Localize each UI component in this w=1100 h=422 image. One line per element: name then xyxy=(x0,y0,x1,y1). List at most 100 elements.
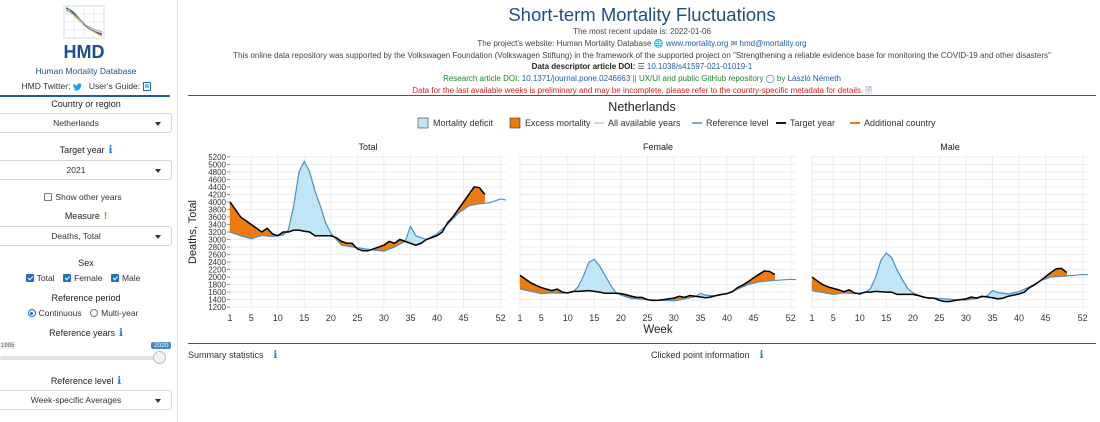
country-label: Country or region xyxy=(51,99,121,109)
research-line: Research article DOI: 10.1371/journal.po… xyxy=(180,74,1100,83)
globe-icon: 🌐 xyxy=(653,39,664,48)
x-tick-label: 40 xyxy=(722,313,732,323)
sex-options: Total Female Male xyxy=(0,273,172,283)
x-tick-label: 5 xyxy=(539,313,544,323)
info-icon[interactable]: i xyxy=(759,350,764,361)
x-tick-label: 45 xyxy=(459,313,469,323)
sidebar: HMD Human Mortality Database HMD Twitter… xyxy=(0,0,178,422)
sex-total-label: Total xyxy=(36,273,55,283)
summary-text: Summary statistics xyxy=(188,350,264,360)
y-tick-label: 1800 xyxy=(208,281,226,290)
info-icon[interactable]: i xyxy=(273,350,278,361)
sex-male-label: Male xyxy=(121,273,141,283)
page-title: Short-term Mortality Fluctuations xyxy=(508,4,776,25)
hmd-logo[interactable]: HMD xyxy=(58,4,110,62)
x-tick-label: 45 xyxy=(1041,313,1051,323)
legend-label-5: Additional country xyxy=(864,118,936,128)
warning-icon[interactable]: ! xyxy=(103,211,108,222)
x-tick-label: 30 xyxy=(669,313,679,323)
y-tick-label: 1400 xyxy=(208,296,226,305)
author-link[interactable]: László Németh xyxy=(787,74,841,83)
reference-level-select[interactable]: Week-specific Averages xyxy=(0,390,172,410)
continuous-radio[interactable] xyxy=(27,309,36,317)
info-icon[interactable]: i xyxy=(117,376,122,387)
x-tick-label: 40 xyxy=(1014,313,1024,323)
y-tick-label: 3200 xyxy=(208,228,226,237)
guide-label: User's Guide: xyxy=(88,81,141,91)
website-line: The project's website: Human Mortality D… xyxy=(180,39,1100,48)
info-icon[interactable]: i xyxy=(108,145,113,156)
multi-year-radio[interactable] xyxy=(90,309,99,317)
chevron-down-icon xyxy=(155,169,161,173)
logo-text: HMD xyxy=(64,42,105,62)
x-tick-label: 30 xyxy=(961,313,971,323)
country-select[interactable]: Netherlands xyxy=(0,113,172,133)
show-other-years-row: Show other years xyxy=(0,192,172,202)
show-other-years-label: Show other years xyxy=(55,192,122,202)
header-divider xyxy=(188,95,1096,96)
measure-label-row: Measure! xyxy=(0,211,172,222)
twitter-icon[interactable] xyxy=(72,83,82,91)
x-tick-label: 1 xyxy=(517,313,522,323)
sex-label: Sex xyxy=(78,258,94,268)
github-icon[interactable]: ◯ xyxy=(765,74,775,83)
x-tick-label: 35 xyxy=(405,313,415,323)
x-tick-label: 1 xyxy=(809,313,814,323)
sex-female-checkbox[interactable] xyxy=(63,274,72,282)
sex-total-checkbox[interactable] xyxy=(25,274,34,282)
info-icon[interactable]: i xyxy=(119,328,123,339)
x-tick-label: 40 xyxy=(432,313,442,323)
x-tick-label: 35 xyxy=(987,313,997,323)
slider-handle[interactable] xyxy=(153,351,166,364)
x-tick-label: 35 xyxy=(695,313,705,323)
chart-divider xyxy=(188,343,1096,344)
y-tick-label: 4400 xyxy=(208,183,226,192)
x-tick-label: 10 xyxy=(855,313,865,323)
y-tick-label: 1600 xyxy=(208,288,226,297)
email-link[interactable]: hmd@mortality.org xyxy=(739,39,807,48)
reference-years-slider[interactable] xyxy=(0,356,164,360)
target-year-line xyxy=(519,270,776,302)
mortality-chart[interactable]: Netherlands Mortality deficit Excess morta… xyxy=(184,97,1100,339)
y-axis-label: Deaths, Total xyxy=(187,200,199,264)
y-tick-label: 2800 xyxy=(208,243,226,252)
y-tick-label: 4000 xyxy=(208,198,226,207)
target-year-line xyxy=(811,267,1068,303)
target-year-label: Target year xyxy=(59,145,105,155)
x-tick-label: 25 xyxy=(934,313,944,323)
x-tick-label: 10 xyxy=(273,313,283,323)
target-year-line xyxy=(229,186,486,252)
sidebar-divider xyxy=(0,95,170,97)
target-year-value: 2021 xyxy=(66,165,86,175)
y-axis: 1200140016001800200022002400260028003000… xyxy=(208,153,230,312)
country-select-value: Netherlands xyxy=(53,118,99,128)
website-link[interactable]: www.mortality.org xyxy=(665,39,729,48)
chevron-down-icon xyxy=(155,399,161,403)
update-line: The most recent update is: 2022-01-06 xyxy=(573,27,711,36)
y-tick-label: 3400 xyxy=(208,220,226,229)
reference-period-label: Reference period xyxy=(51,293,121,303)
document-icon[interactable]: 🗎 xyxy=(865,86,872,95)
measure-label: Measure xyxy=(64,211,100,221)
x-tick-label: 52 xyxy=(496,313,506,323)
panel-title: Male xyxy=(940,142,960,152)
target-year-select[interactable]: 2021 xyxy=(0,160,172,180)
x-tick-label: 1 xyxy=(227,313,232,323)
target-year-label-row: Target year i xyxy=(0,145,172,156)
book-icon[interactable] xyxy=(142,82,151,92)
reference-level-label-row: Reference level i xyxy=(0,376,172,387)
y-tick-label: 2200 xyxy=(208,266,226,275)
reference-line xyxy=(229,160,507,252)
logo-name: Human Mortality Database xyxy=(35,66,137,76)
sex-male-checkbox[interactable] xyxy=(110,274,119,282)
x-tick-label: 10 xyxy=(563,313,573,323)
research-doi-link[interactable]: 10.1371/journal.pone.0246663 xyxy=(521,74,631,83)
show-other-years-checkbox[interactable] xyxy=(44,193,53,201)
measure-select[interactable]: Deaths, Total xyxy=(0,226,172,246)
by-text: by xyxy=(776,74,786,83)
x-tick-label: 20 xyxy=(616,313,626,323)
chart-country-title: Netherlands xyxy=(608,100,675,114)
descriptor-doi-link[interactable]: 10.1038/s41597-021-01019-1 xyxy=(646,62,753,71)
measure-value: Deaths, Total xyxy=(51,231,101,241)
